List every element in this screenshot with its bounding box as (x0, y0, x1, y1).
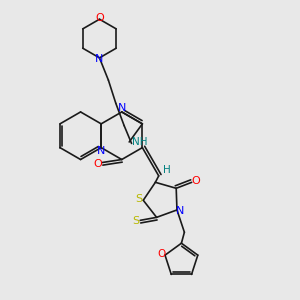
Text: H: H (163, 165, 171, 175)
Text: S: S (135, 194, 142, 204)
Text: NH: NH (132, 137, 148, 147)
Text: O: O (157, 249, 166, 259)
Text: O: O (192, 176, 200, 186)
Text: O: O (94, 159, 102, 169)
Text: N: N (97, 146, 105, 157)
Text: N: N (118, 103, 126, 113)
Text: N: N (95, 54, 104, 64)
Text: O: O (95, 13, 104, 23)
Text: S: S (132, 216, 140, 226)
Text: N: N (176, 206, 185, 216)
